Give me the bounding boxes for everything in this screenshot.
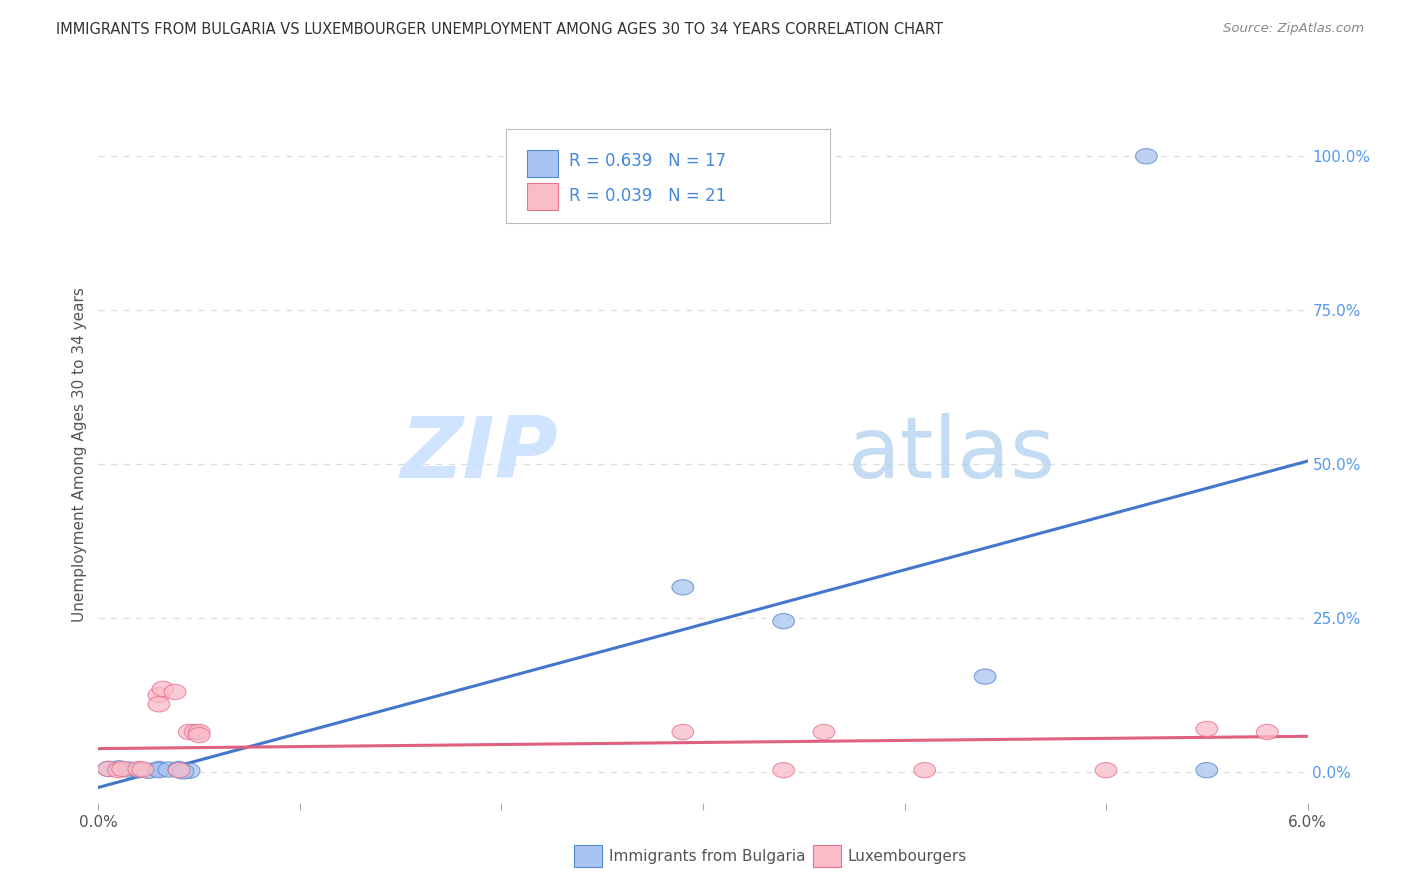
Ellipse shape: [128, 761, 149, 777]
Ellipse shape: [132, 762, 153, 777]
Ellipse shape: [914, 763, 935, 778]
Text: ZIP: ZIP: [401, 413, 558, 497]
Ellipse shape: [1197, 722, 1218, 737]
Ellipse shape: [169, 761, 190, 777]
Ellipse shape: [1197, 763, 1218, 778]
Ellipse shape: [1257, 724, 1278, 739]
Ellipse shape: [169, 763, 190, 778]
Ellipse shape: [128, 763, 149, 778]
Ellipse shape: [172, 764, 194, 779]
Text: atlas: atlas: [848, 413, 1056, 497]
Ellipse shape: [773, 763, 794, 778]
Ellipse shape: [188, 724, 209, 739]
Ellipse shape: [118, 762, 139, 777]
Ellipse shape: [1095, 763, 1116, 778]
Ellipse shape: [974, 669, 995, 684]
Text: Immigrants from Bulgaria: Immigrants from Bulgaria: [609, 849, 806, 863]
Text: Source: ZipAtlas.com: Source: ZipAtlas.com: [1223, 22, 1364, 36]
Ellipse shape: [108, 761, 129, 776]
Ellipse shape: [773, 614, 794, 629]
Ellipse shape: [152, 681, 174, 697]
Ellipse shape: [97, 761, 120, 777]
Text: Luxembourgers: Luxembourgers: [848, 849, 967, 863]
Ellipse shape: [148, 688, 170, 703]
Ellipse shape: [97, 761, 120, 777]
Ellipse shape: [108, 763, 129, 778]
Ellipse shape: [111, 761, 134, 777]
Ellipse shape: [165, 684, 186, 699]
Ellipse shape: [672, 724, 693, 739]
Ellipse shape: [148, 763, 170, 778]
Ellipse shape: [1136, 149, 1157, 164]
Text: R = 0.639   N = 17: R = 0.639 N = 17: [569, 152, 727, 169]
Ellipse shape: [813, 724, 835, 739]
Ellipse shape: [188, 727, 209, 743]
Ellipse shape: [148, 761, 170, 777]
Text: R = 0.039   N = 21: R = 0.039 N = 21: [569, 187, 727, 205]
Ellipse shape: [179, 764, 200, 779]
Ellipse shape: [148, 697, 170, 712]
Ellipse shape: [169, 763, 190, 778]
Y-axis label: Unemployment Among Ages 30 to 34 years: Unemployment Among Ages 30 to 34 years: [72, 287, 87, 623]
Ellipse shape: [184, 724, 207, 739]
Text: IMMIGRANTS FROM BULGARIA VS LUXEMBOURGER UNEMPLOYMENT AMONG AGES 30 TO 34 YEARS : IMMIGRANTS FROM BULGARIA VS LUXEMBOURGER…: [56, 22, 943, 37]
Ellipse shape: [157, 762, 180, 777]
Ellipse shape: [138, 764, 160, 779]
Ellipse shape: [672, 580, 693, 595]
Ellipse shape: [179, 724, 200, 739]
